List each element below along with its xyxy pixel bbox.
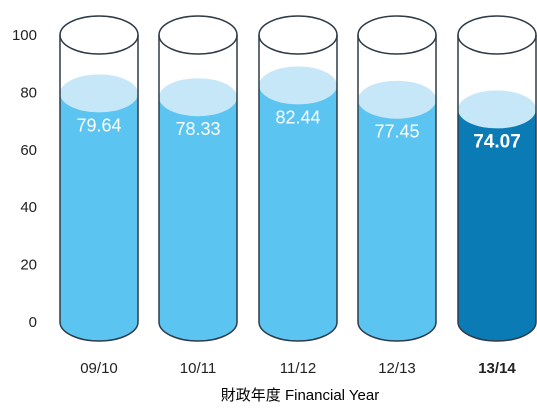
- bar-liquid: [159, 97, 237, 341]
- x-axis-label: 財政年度 Financial Year: [221, 387, 379, 404]
- y-tick-label: 40: [20, 199, 37, 216]
- y-tick-label: 60: [20, 142, 37, 159]
- cylinder-bottom-edge: [59, 321, 139, 342]
- cylinder-bar: 77.45: [357, 15, 437, 342]
- bar-value-label: 74.07: [473, 131, 521, 152]
- bar-liquid-surface: [458, 90, 536, 129]
- bar-liquid-surface: [60, 74, 138, 113]
- bar-liquid: [60, 93, 138, 341]
- x-tick-label: 12/13: [378, 360, 416, 377]
- cylinder-bottom-edge: [158, 321, 238, 342]
- cylinder-bar: 82.44: [258, 15, 338, 342]
- bar-liquid-surface: [259, 66, 337, 105]
- cylinder-top-rim: [457, 15, 537, 55]
- y-axis: 0 20 40 60 80 100: [12, 27, 37, 331]
- y-tick-label: 0: [29, 314, 37, 331]
- cylinder-bottom-edge: [357, 321, 437, 342]
- x-tick-label: 11/12: [280, 360, 316, 377]
- y-tick-label: 100: [12, 27, 37, 44]
- bar-liquid: [358, 99, 436, 341]
- cylinder-bar: 78.33: [158, 15, 238, 342]
- cylinder-bar: 74.07: [457, 15, 537, 342]
- bar-liquid-surface: [159, 78, 237, 117]
- bar-value-label: 79.64: [76, 115, 121, 135]
- bar-liquid-surface: [358, 80, 436, 119]
- y-tick-label: 20: [20, 257, 37, 274]
- cylinder-bottom-edge: [457, 321, 537, 342]
- y-tick-label: 80: [20, 84, 37, 101]
- bar-liquid: [458, 109, 536, 341]
- cylinder-top-rim: [158, 15, 238, 55]
- cylinder-top-rim: [258, 15, 338, 55]
- bar-value-label: 78.33: [175, 119, 220, 139]
- cylinder-top-rim: [357, 15, 437, 55]
- cylinder-bottom-edge: [258, 321, 338, 342]
- bar-series: 79.64 78.33 82.44 77.45 74.07: [59, 15, 537, 342]
- x-tick-label: 09/10: [80, 360, 118, 377]
- x-tick-label: 13/14: [478, 360, 516, 377]
- bar-value-label: 82.44: [275, 107, 320, 127]
- x-axis: 09/10 10/11 11/12 12/13 13/14: [80, 360, 516, 377]
- bar-value-label: 77.45: [374, 122, 419, 142]
- x-tick-label: 10/11: [180, 360, 216, 377]
- bar-liquid: [259, 85, 337, 341]
- cylinder-top-rim: [59, 15, 139, 55]
- cylinder-bar: 79.64: [59, 15, 139, 342]
